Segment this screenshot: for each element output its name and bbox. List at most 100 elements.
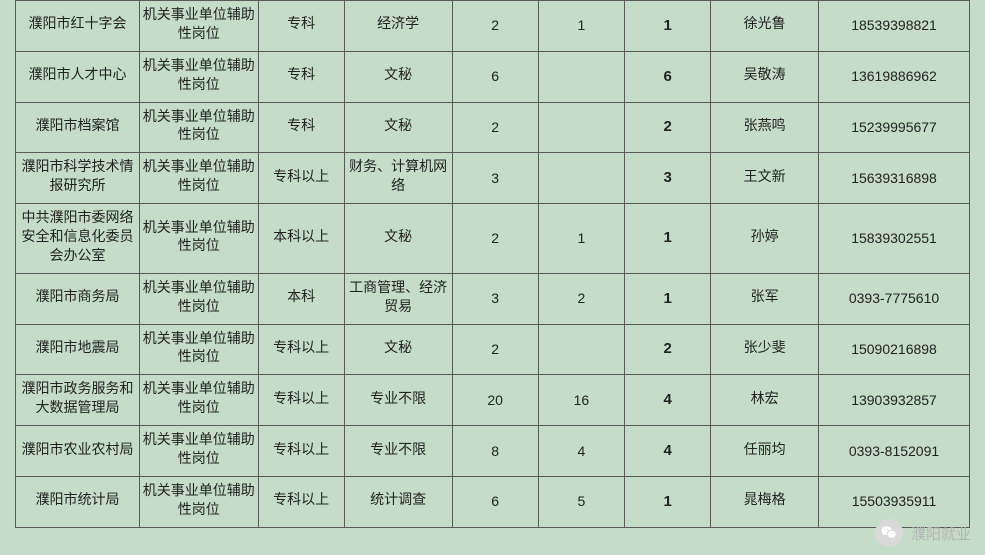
cell-major: 财务、计算机网络 bbox=[344, 153, 452, 204]
cell-remaining: 1 bbox=[625, 273, 711, 324]
cell-post: 机关事业单位辅助性岗位 bbox=[139, 375, 258, 426]
table-row: 濮阳市地震局机关事业单位辅助性岗位专科以上文秘22张少斐15090216898 bbox=[16, 324, 970, 375]
cell-count1: 2 bbox=[452, 204, 538, 274]
cell-contact: 张军 bbox=[711, 273, 819, 324]
cell-org: 濮阳市科学技术情报研究所 bbox=[16, 153, 140, 204]
cell-post: 机关事业单位辅助性岗位 bbox=[139, 102, 258, 153]
cell-major: 统计调查 bbox=[344, 476, 452, 527]
cell-edu: 专科以上 bbox=[258, 324, 344, 375]
cell-major: 经济学 bbox=[344, 1, 452, 52]
cell-contact: 徐光鲁 bbox=[711, 1, 819, 52]
cell-phone: 15239995677 bbox=[819, 102, 970, 153]
cell-count1: 8 bbox=[452, 426, 538, 477]
cell-remaining: 2 bbox=[625, 102, 711, 153]
cell-org: 濮阳市人才中心 bbox=[16, 51, 140, 102]
table-row: 濮阳市红十字会机关事业单位辅助性岗位专科经济学211徐光鲁18539398821 bbox=[16, 1, 970, 52]
cell-count1: 20 bbox=[452, 375, 538, 426]
cell-contact: 王文新 bbox=[711, 153, 819, 204]
table-row: 濮阳市科学技术情报研究所机关事业单位辅助性岗位专科以上财务、计算机网络33王文新… bbox=[16, 153, 970, 204]
cell-count1: 2 bbox=[452, 1, 538, 52]
table-row: 濮阳市政务服务和大数据管理局机关事业单位辅助性岗位专科以上专业不限20164林宏… bbox=[16, 375, 970, 426]
cell-org: 濮阳市农业农村局 bbox=[16, 426, 140, 477]
cell-contact: 林宏 bbox=[711, 375, 819, 426]
cell-org: 濮阳市商务局 bbox=[16, 273, 140, 324]
table-row: 濮阳市档案馆机关事业单位辅助性岗位专科文秘22张燕鸣15239995677 bbox=[16, 102, 970, 153]
cell-remaining: 1 bbox=[625, 204, 711, 274]
cell-remaining: 2 bbox=[625, 324, 711, 375]
cell-count1: 2 bbox=[452, 324, 538, 375]
cell-count1: 3 bbox=[452, 153, 538, 204]
cell-remaining: 3 bbox=[625, 153, 711, 204]
cell-org: 濮阳市政务服务和大数据管理局 bbox=[16, 375, 140, 426]
cell-major: 专业不限 bbox=[344, 426, 452, 477]
cell-count2 bbox=[538, 153, 624, 204]
cell-major: 文秘 bbox=[344, 51, 452, 102]
cell-contact: 晁梅格 bbox=[711, 476, 819, 527]
cell-edu: 专科以上 bbox=[258, 153, 344, 204]
cell-major: 工商管理、经济贸易 bbox=[344, 273, 452, 324]
cell-remaining: 1 bbox=[625, 1, 711, 52]
cell-phone: 13619886962 bbox=[819, 51, 970, 102]
table-row: 濮阳市统计局机关事业单位辅助性岗位专科以上统计调查651晁梅格155039359… bbox=[16, 476, 970, 527]
cell-post: 机关事业单位辅助性岗位 bbox=[139, 426, 258, 477]
cell-count2: 1 bbox=[538, 204, 624, 274]
cell-contact: 孙婷 bbox=[711, 204, 819, 274]
cell-edu: 专科以上 bbox=[258, 375, 344, 426]
cell-post: 机关事业单位辅助性岗位 bbox=[139, 324, 258, 375]
cell-edu: 本科以上 bbox=[258, 204, 344, 274]
table-row: 濮阳市商务局机关事业单位辅助性岗位本科工商管理、经济贸易321张军0393-77… bbox=[16, 273, 970, 324]
cell-org: 中共濮阳市委网络安全和信息化委员会办公室 bbox=[16, 204, 140, 274]
cell-major: 文秘 bbox=[344, 204, 452, 274]
cell-count1: 6 bbox=[452, 476, 538, 527]
cell-org: 濮阳市地震局 bbox=[16, 324, 140, 375]
cell-post: 机关事业单位辅助性岗位 bbox=[139, 204, 258, 274]
cell-remaining: 4 bbox=[625, 426, 711, 477]
cell-post: 机关事业单位辅助性岗位 bbox=[139, 476, 258, 527]
cell-edu: 专科 bbox=[258, 102, 344, 153]
table-row: 濮阳市农业农村局机关事业单位辅助性岗位专科以上专业不限844任丽均0393-81… bbox=[16, 426, 970, 477]
cell-phone: 15639316898 bbox=[819, 153, 970, 204]
cell-count2: 16 bbox=[538, 375, 624, 426]
table-container: 濮阳市红十字会机关事业单位辅助性岗位专科经济学211徐光鲁18539398821… bbox=[0, 0, 985, 528]
cell-count1: 3 bbox=[452, 273, 538, 324]
table-row: 濮阳市人才中心机关事业单位辅助性岗位专科文秘66吴敬涛13619886962 bbox=[16, 51, 970, 102]
watermark: 濮阳就业 bbox=[875, 519, 971, 547]
watermark-text: 濮阳就业 bbox=[911, 523, 971, 544]
cell-count2: 2 bbox=[538, 273, 624, 324]
data-table: 濮阳市红十字会机关事业单位辅助性岗位专科经济学211徐光鲁18539398821… bbox=[15, 0, 970, 528]
cell-edu: 本科 bbox=[258, 273, 344, 324]
cell-count1: 2 bbox=[452, 102, 538, 153]
cell-count2: 1 bbox=[538, 1, 624, 52]
cell-contact: 张燕鸣 bbox=[711, 102, 819, 153]
cell-org: 濮阳市档案馆 bbox=[16, 102, 140, 153]
cell-edu: 专科以上 bbox=[258, 426, 344, 477]
cell-remaining: 1 bbox=[625, 476, 711, 527]
cell-major: 文秘 bbox=[344, 324, 452, 375]
cell-post: 机关事业单位辅助性岗位 bbox=[139, 1, 258, 52]
cell-contact: 任丽均 bbox=[711, 426, 819, 477]
cell-major: 专业不限 bbox=[344, 375, 452, 426]
cell-count2: 4 bbox=[538, 426, 624, 477]
cell-edu: 专科 bbox=[258, 1, 344, 52]
cell-post: 机关事业单位辅助性岗位 bbox=[139, 153, 258, 204]
cell-contact: 吴敬涛 bbox=[711, 51, 819, 102]
cell-count1: 6 bbox=[452, 51, 538, 102]
cell-remaining: 4 bbox=[625, 375, 711, 426]
cell-org: 濮阳市统计局 bbox=[16, 476, 140, 527]
cell-major: 文秘 bbox=[344, 102, 452, 153]
cell-count2 bbox=[538, 102, 624, 153]
cell-phone: 18539398821 bbox=[819, 1, 970, 52]
cell-post: 机关事业单位辅助性岗位 bbox=[139, 273, 258, 324]
cell-contact: 张少斐 bbox=[711, 324, 819, 375]
cell-org: 濮阳市红十字会 bbox=[16, 1, 140, 52]
cell-phone: 13903932857 bbox=[819, 375, 970, 426]
wechat-icon bbox=[875, 519, 903, 547]
cell-post: 机关事业单位辅助性岗位 bbox=[139, 51, 258, 102]
cell-phone: 15090216898 bbox=[819, 324, 970, 375]
cell-phone: 0393-8152091 bbox=[819, 426, 970, 477]
cell-edu: 专科 bbox=[258, 51, 344, 102]
table-row: 中共濮阳市委网络安全和信息化委员会办公室机关事业单位辅助性岗位本科以上文秘211… bbox=[16, 204, 970, 274]
cell-count2 bbox=[538, 51, 624, 102]
cell-phone: 15839302551 bbox=[819, 204, 970, 274]
cell-phone: 0393-7775610 bbox=[819, 273, 970, 324]
